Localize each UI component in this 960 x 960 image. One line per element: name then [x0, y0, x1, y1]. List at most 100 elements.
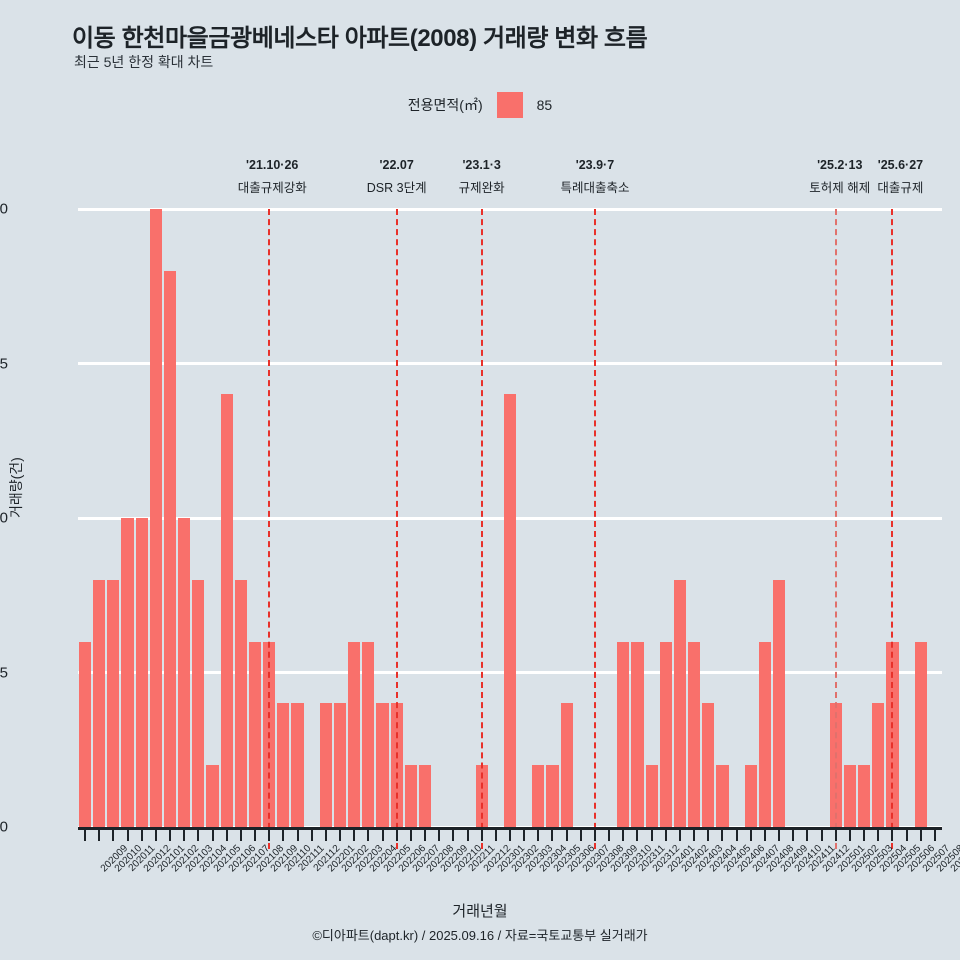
- bar[interactable]: [220, 394, 233, 827]
- event-date: '25.2·13: [817, 158, 863, 172]
- event-line-202309: [593, 209, 596, 849]
- x-axis-tick: [735, 830, 738, 841]
- x-axis-tick: [140, 830, 143, 841]
- x-axis-tick: [622, 830, 625, 841]
- x-axis-tick: [154, 830, 157, 841]
- bar[interactable]: [234, 579, 247, 827]
- x-axis-tick: [466, 830, 469, 841]
- x-axis-tick: [848, 830, 851, 841]
- bar[interactable]: [560, 703, 573, 827]
- bar[interactable]: [688, 641, 701, 827]
- footer-credit: ©디아파트(dapt.kr) / 2025.09.16 / 자료=국토교통부 실…: [312, 928, 648, 943]
- event-text: 토허제 해제: [809, 181, 871, 195]
- x-axis-tick: [749, 830, 752, 841]
- page-title: 이동 한천마을금광베네스타 아파트(2008) 거래량 변화 흐름: [72, 25, 648, 52]
- x-axis-tick: [424, 830, 427, 841]
- bar[interactable]: [702, 703, 715, 827]
- bar[interactable]: [319, 703, 332, 827]
- x-axis-tick: [919, 830, 922, 841]
- bar[interactable]: [503, 394, 517, 827]
- x-axis-tick: [778, 830, 781, 841]
- x-axis-tick: [324, 830, 327, 841]
- bar[interactable]: [532, 765, 545, 827]
- bar[interactable]: [872, 703, 885, 827]
- x-axis-tick: [593, 830, 596, 841]
- bar[interactable]: [858, 765, 871, 827]
- event-label-202207: '22.07 DSR 3단계: [367, 158, 427, 196]
- x-axis-tick: [579, 830, 582, 841]
- bar[interactable]: [744, 765, 757, 827]
- legend-swatch-85: [496, 92, 523, 118]
- bar[interactable]: [617, 641, 630, 827]
- event-date: '23.1·3: [462, 158, 501, 172]
- bar[interactable]: [333, 703, 347, 827]
- x-axis-tick: [693, 830, 696, 841]
- x-axis-tick: [296, 830, 299, 841]
- bar[interactable]: [773, 579, 786, 827]
- x-axis-tick: [310, 830, 313, 841]
- bar[interactable]: [163, 270, 177, 827]
- bar[interactable]: [843, 765, 857, 827]
- bar[interactable]: [362, 641, 375, 827]
- x-axis-tick: [905, 830, 908, 841]
- x-axis-tick: [452, 830, 455, 841]
- x-axis-tick: [707, 830, 710, 841]
- bar[interactable]: [135, 518, 148, 827]
- bar[interactable]: [93, 579, 106, 827]
- plot-area: [78, 207, 942, 829]
- x-axis-tick: [834, 830, 837, 841]
- bar[interactable]: [291, 703, 304, 827]
- bar[interactable]: [673, 579, 687, 827]
- bar[interactable]: [348, 641, 361, 827]
- x-axis-tick: [678, 830, 681, 841]
- bar[interactable]: [659, 641, 672, 827]
- x-axis-tick: [650, 830, 653, 841]
- event-line-202506: [891, 209, 894, 849]
- x-axis-line: [78, 827, 942, 830]
- x-axis-tick: [183, 830, 186, 841]
- bar[interactable]: [404, 765, 417, 827]
- x-axis-tick: [636, 830, 639, 841]
- bar[interactable]: [107, 579, 120, 827]
- x-axis-tick: [820, 830, 823, 841]
- event-text: DSR 3단계: [366, 181, 427, 195]
- x-axis-tick: [254, 830, 257, 841]
- page-subtitle: 최근 5년 한정 확대 차트: [74, 54, 214, 70]
- bar[interactable]: [248, 641, 262, 827]
- x-axis-tick: [509, 830, 511, 841]
- x-axis-tick: [395, 830, 398, 841]
- bar[interactable]: [206, 765, 219, 827]
- event-text: 대출규제강화: [237, 181, 307, 195]
- x-axis-tick: [537, 830, 540, 841]
- y-axis-tick-label: 10.0: [0, 200, 8, 218]
- event-label-202309: '23.9·7 특례대출축소: [560, 158, 629, 196]
- bar[interactable]: [914, 641, 927, 827]
- bar[interactable]: [192, 579, 205, 827]
- x-axis-tick: [877, 830, 880, 841]
- bar[interactable]: [121, 518, 134, 827]
- bar[interactable]: [78, 641, 92, 827]
- bar[interactable]: [418, 765, 432, 827]
- bar[interactable]: [716, 765, 729, 827]
- x-axis-tick: [891, 830, 894, 841]
- event-date: '23.9·7: [575, 158, 615, 172]
- bar[interactable]: [178, 518, 191, 827]
- bar[interactable]: [758, 641, 772, 827]
- x-axis-tick: [211, 830, 214, 841]
- x-axis-tick: [664, 830, 667, 841]
- bar[interactable]: [149, 209, 162, 827]
- x-axis-tick: [197, 830, 200, 841]
- x-axis-labels: 202009 202010 202011 202012 202101 202102 2021…: [78, 843, 960, 903]
- x-axis-tick: [367, 830, 370, 841]
- bar[interactable]: [645, 765, 658, 827]
- bar[interactable]: [546, 765, 559, 827]
- bar[interactable]: [277, 703, 290, 827]
- bar[interactable]: [376, 703, 389, 827]
- event-label-202301: '23.1·3 규제완화: [459, 158, 505, 196]
- x-axis-tick: [353, 830, 356, 841]
- x-axis-tick: [438, 830, 441, 841]
- y-axis-tick-label: 7.5: [0, 355, 8, 372]
- event-label-202110: '21.10·26 대출규제강화: [238, 158, 307, 196]
- bar[interactable]: [631, 641, 644, 827]
- x-axis-tick: [806, 830, 809, 841]
